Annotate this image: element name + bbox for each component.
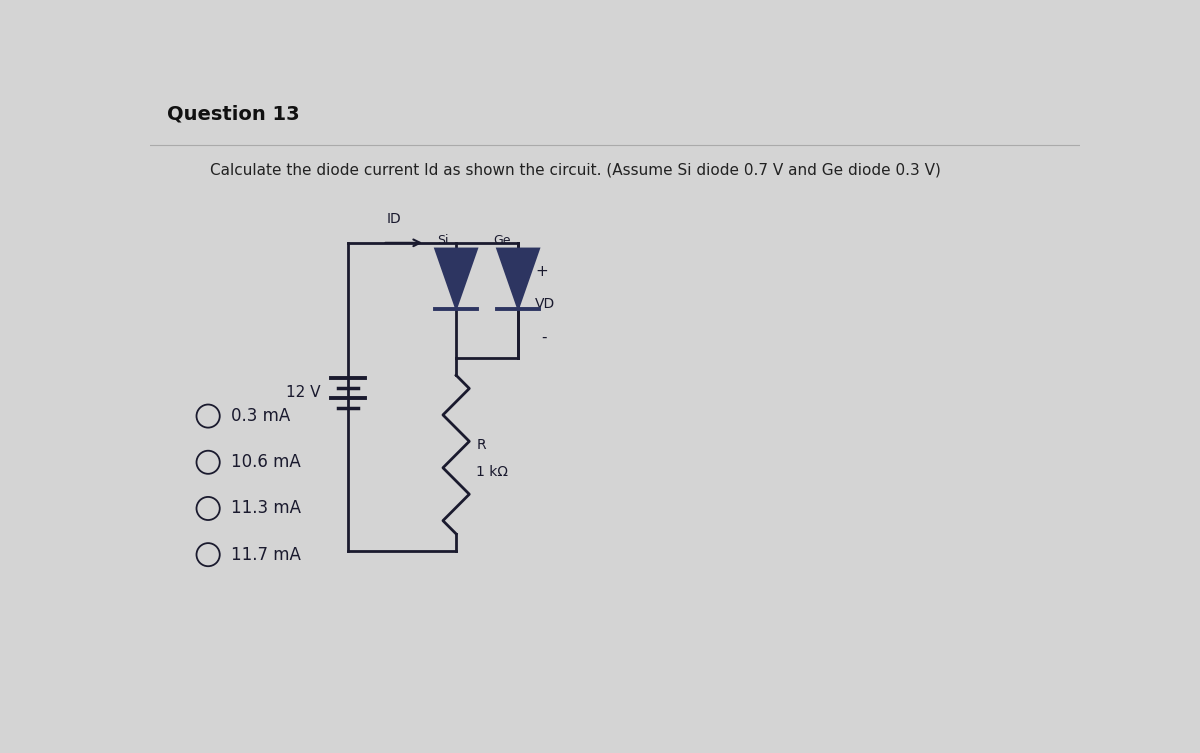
Text: Question 13: Question 13	[167, 105, 299, 123]
Text: VD: VD	[535, 297, 556, 312]
Text: 1 kΩ: 1 kΩ	[476, 465, 509, 478]
Text: 11.3 mA: 11.3 mA	[232, 499, 301, 517]
Text: Ge: Ge	[493, 233, 510, 247]
Text: ID: ID	[386, 212, 401, 226]
Polygon shape	[436, 248, 478, 309]
Text: 10.6 mA: 10.6 mA	[232, 453, 301, 471]
Text: 11.7 mA: 11.7 mA	[232, 546, 301, 564]
Text: Si: Si	[437, 233, 449, 247]
Text: Calculate the diode current Id as shown the circuit. (Assume Si diode 0.7 V and : Calculate the diode current Id as shown …	[210, 163, 941, 178]
Text: R: R	[476, 438, 486, 453]
Polygon shape	[497, 248, 539, 309]
Text: +: +	[535, 264, 548, 279]
Text: -: -	[541, 330, 547, 345]
Text: 12 V: 12 V	[286, 386, 320, 401]
Text: 0.3 mA: 0.3 mA	[232, 407, 290, 425]
